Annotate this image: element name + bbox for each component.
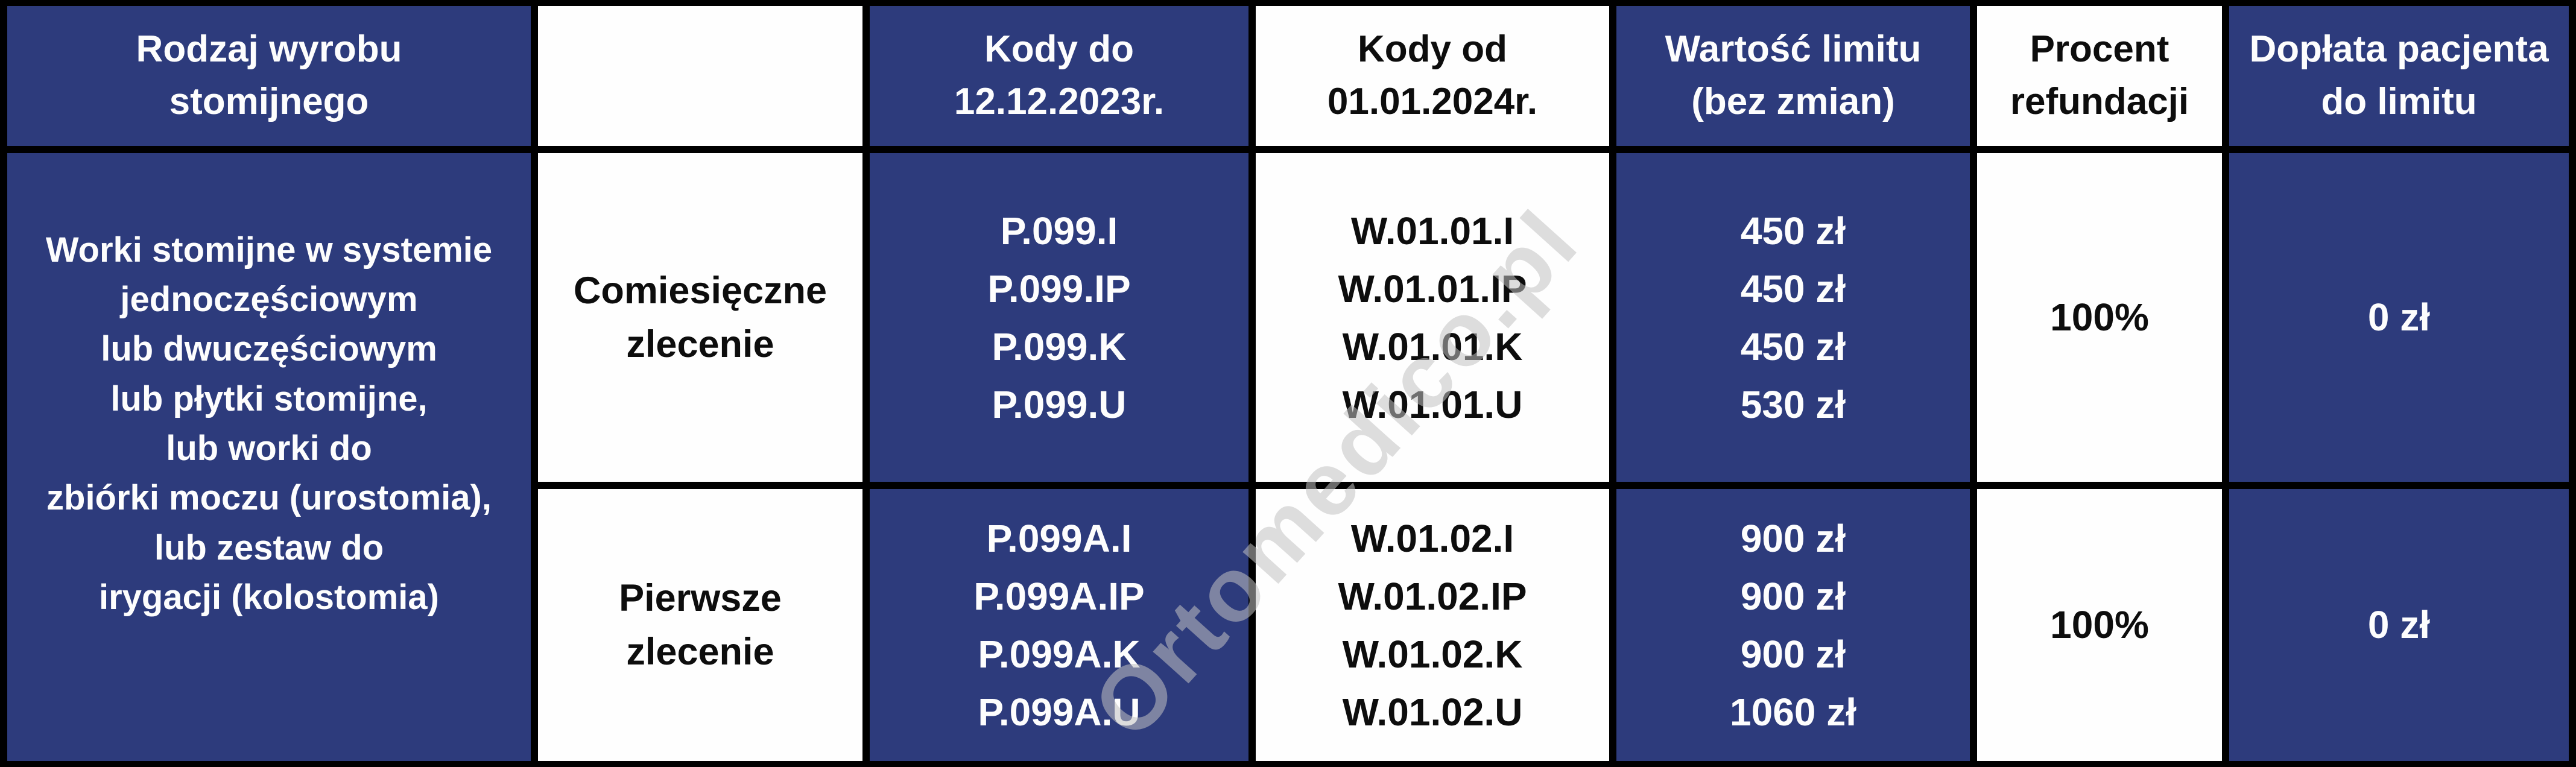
product-type-cell: Worki stomijne w systemie jednoczęściowy…	[7, 153, 531, 761]
codes-old-row1: P.099.I P.099.IP P.099.K P.099.U	[870, 153, 1248, 482]
header-limit-value: Wartość limitu (bez zmian)	[1616, 6, 1970, 146]
header-refund-percent: Procent refundacji	[1977, 6, 2222, 146]
order-type-first-cell: Pierwsze zlecenie	[538, 489, 862, 761]
limit-values-row1: 450 zł 450 zł 450 zł 530 zł	[1616, 153, 1970, 482]
limit-values-row2: 900 zł 900 zł 900 zł 1060 zł	[1616, 489, 1970, 761]
patient-copay-row2: 0 zł	[2229, 489, 2569, 761]
header-codes-from: Kody od 01.01.2024r.	[1256, 6, 1609, 146]
header-product-type: Rodzaj wyrobu stomijnego	[7, 6, 531, 146]
codes-new-row1: W.01.01.I W.01.01.IP W.01.01.K W.01.01.U	[1256, 153, 1609, 482]
order-type-monthly-cell: Comiesięczne zlecenie	[538, 153, 862, 482]
header-codes-until: Kody do 12.12.2023r.	[870, 6, 1248, 146]
header-empty	[538, 6, 862, 146]
refund-percent-row2: 100%	[1977, 489, 2222, 761]
patient-copay-row1: 0 zł	[2229, 153, 2569, 482]
codes-new-row2: W.01.02.I W.01.02.IP W.01.02.K W.01.02.U	[1256, 489, 1609, 761]
codes-old-row2: P.099A.I P.099A.IP P.099A.K P.099A.U	[870, 489, 1248, 761]
header-patient-copay: Dopłata pacjenta do limitu	[2229, 6, 2569, 146]
refund-percent-row1: 100%	[1977, 153, 2222, 482]
